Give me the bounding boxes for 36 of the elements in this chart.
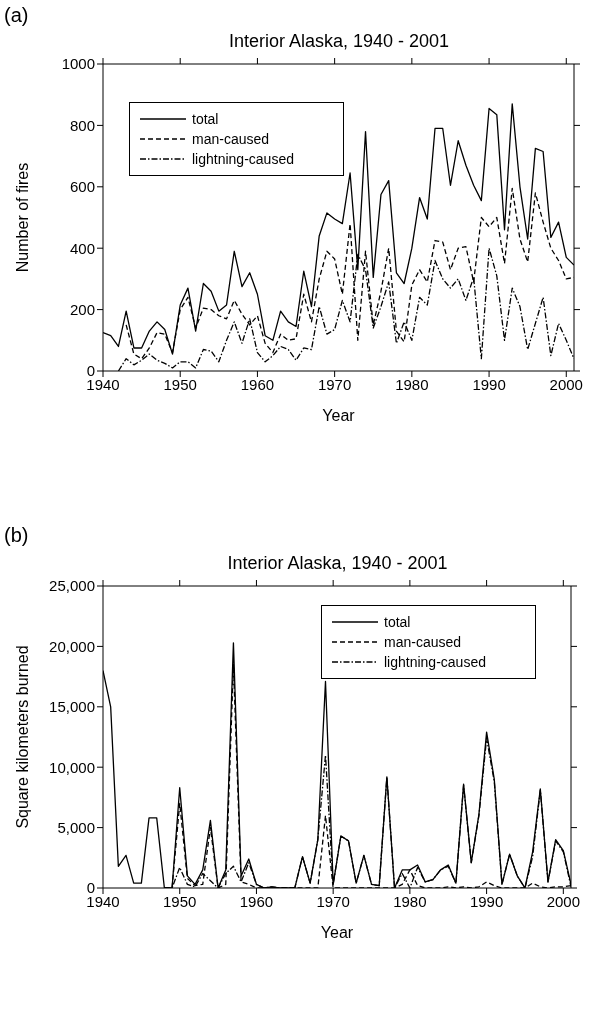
legend-label: total — [384, 614, 411, 630]
y-tick-label: 10,000 — [49, 758, 95, 776]
y-tick-label: 25,000 — [49, 577, 95, 595]
x-tick-label: 1950 — [163, 375, 197, 393]
legend-label: total — [192, 111, 219, 127]
x-tick-label: 1950 — [163, 892, 197, 910]
x-tick-label: 1960 — [240, 375, 275, 393]
x-tick-label: 1990 — [469, 892, 504, 910]
y-tick-label: 20,000 — [49, 637, 95, 655]
y-tick-label: 1000 — [61, 55, 95, 73]
y-tick-label: 600 — [69, 178, 95, 196]
y-tick-label: 5,000 — [57, 818, 95, 836]
y-tick-label: 800 — [69, 116, 95, 134]
legend-label: man-caused — [384, 634, 462, 650]
x-axis-title: Year — [320, 924, 354, 941]
y-tick-label: 200 — [69, 300, 95, 318]
x-tick-label: 1990 — [472, 375, 506, 393]
y-axis-title: Square kilometers burned — [13, 645, 31, 829]
x-tick-label: 1970 — [316, 892, 350, 910]
text: (b) — [4, 524, 29, 547]
x-tick-label: 1960 — [239, 892, 274, 910]
y-tick-label: 15,000 — [49, 698, 95, 716]
text: (a) — [4, 4, 29, 27]
y-tick-label: 400 — [69, 239, 95, 257]
x-tick-label: 1980 — [395, 375, 429, 393]
x-axis-title: Year — [322, 407, 356, 424]
chart-title: Interior Alaska, 1940 - 2001 — [226, 553, 449, 574]
x-tick-label: 1970 — [317, 375, 352, 393]
x-tick-label: 2000 — [549, 375, 583, 393]
legend-label: lightning-caused — [192, 151, 294, 167]
x-tick-label: 2000 — [546, 892, 581, 910]
y-axis-title: Number of fires — [13, 162, 31, 273]
chart-title: Interior Alaska, 1940 - 2001 — [227, 31, 451, 52]
x-tick-label: 1980 — [393, 892, 427, 910]
legend-label: lightning-caused — [384, 654, 486, 670]
legend-label: man-caused — [192, 131, 270, 147]
